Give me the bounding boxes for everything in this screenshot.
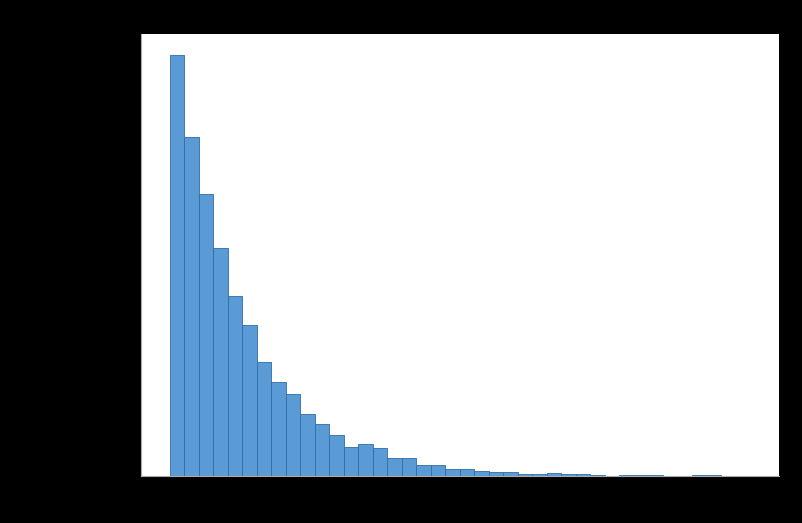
Bar — [517, 474, 532, 476]
Bar — [329, 435, 343, 476]
Bar — [241, 325, 257, 476]
Bar — [286, 394, 300, 476]
Bar — [633, 475, 647, 476]
Bar — [474, 471, 488, 476]
Bar — [358, 444, 372, 476]
Bar — [257, 362, 271, 476]
Bar — [372, 448, 387, 476]
Bar — [546, 473, 561, 476]
Bar — [401, 458, 415, 476]
Bar — [387, 458, 401, 476]
Bar — [488, 472, 503, 476]
Bar — [415, 464, 430, 476]
Bar — [184, 137, 198, 476]
Bar — [532, 474, 546, 476]
Bar — [271, 382, 286, 476]
Bar — [343, 447, 358, 476]
Bar — [503, 472, 517, 476]
Bar — [169, 55, 184, 476]
Bar — [459, 469, 474, 476]
Bar — [213, 248, 227, 476]
Bar — [430, 465, 444, 476]
Bar — [575, 474, 589, 476]
Bar — [314, 424, 329, 476]
Bar — [444, 469, 459, 476]
Bar — [589, 475, 604, 476]
Bar — [561, 474, 575, 476]
Bar — [300, 414, 314, 476]
Bar — [227, 295, 241, 476]
Bar — [198, 194, 213, 476]
